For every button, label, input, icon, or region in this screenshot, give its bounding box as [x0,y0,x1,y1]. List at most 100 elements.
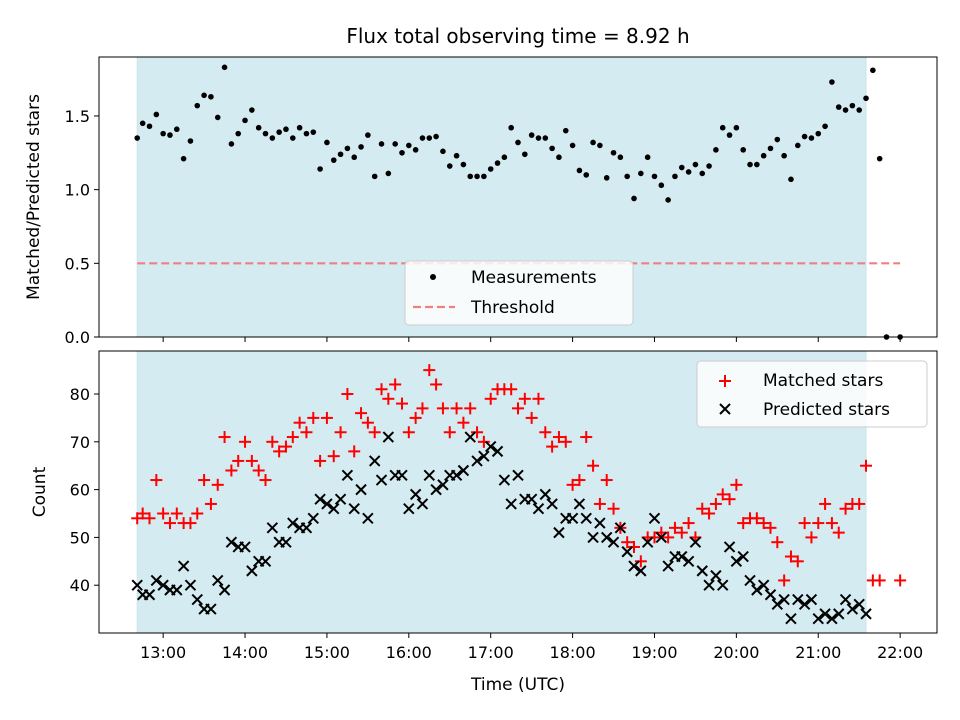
matched-star-point [430,378,443,391]
predicted-star-point [580,512,592,524]
measurement-point [665,197,671,203]
matched-star-point [348,445,361,458]
matched-star-point [389,378,402,391]
predicted-star-point [812,612,824,625]
measurement-point [419,135,426,141]
matched-star-point [832,526,845,539]
predicted-star-point [737,550,749,563]
matched-star-point [709,497,722,510]
x-tick-label: 15:00 [304,643,350,662]
measurement-point [173,126,180,133]
matched-star-point [723,493,736,506]
measurement-point [801,133,808,140]
measurement-point [228,141,235,147]
predicted-star-point [757,579,770,591]
predicted-star-point [205,603,217,615]
count-legend: Matched stars Predicted stars [696,360,928,428]
ratio-y-tick-label: 1.0 [65,181,90,200]
matched-star-point [791,555,804,568]
measurement-point [528,132,535,138]
measurement-point [508,124,514,131]
predicted-star-point [259,555,272,568]
measurement-point [139,120,146,127]
matched-star-point [314,454,327,467]
matched-star-point [163,517,176,530]
ratio-marks [134,64,903,340]
predicted-star-point [744,574,756,587]
predicted-star-point [764,589,777,601]
measurement-point [406,142,412,149]
predicted-star-point [464,431,476,443]
measurement-point [180,155,187,162]
predicted-star-point [498,474,511,486]
ratio-y-label: Matched/Predicted stars [24,94,44,300]
matched-star-point [382,392,395,405]
matched-star-point [703,507,716,520]
predicted-star-point [184,579,197,591]
measurements-legend-marker [430,274,436,280]
measurement-point [358,144,364,150]
matched-star-point [825,517,838,530]
matched-star-point [259,474,272,487]
predicted-star-point [409,488,422,501]
measurement-point [829,79,835,85]
predicted-star-point [382,431,395,443]
matched-star-point [245,454,258,467]
predicted-star-point [143,589,156,601]
measurement-point [863,95,869,102]
matched-star-point [662,531,675,544]
measurement-point [719,124,726,131]
predicted-star-point [491,445,504,458]
measurement-point [481,173,487,180]
predicted-stars-series [131,431,872,625]
x-tick-label: 19:00 [631,643,677,662]
predicted-star-point [505,498,517,510]
measurement-point [754,161,760,168]
count-y-tick-label: 50 [70,528,90,547]
count-y-ticks: 40 50 60 70 80 [70,385,99,595]
predicted-star-point [362,512,374,524]
predicted-star-point [321,498,333,510]
measurement-point [501,154,508,161]
measurement-point [522,151,528,158]
x-axis-label: Time (UTC) [470,675,565,695]
predicted-star-point [819,608,831,620]
measurement-point [134,135,141,141]
predicted-star-point [846,603,859,615]
measurement-point [603,175,610,181]
matched-star-point [368,426,381,439]
measurement-point [255,124,262,131]
count-y-tick-label: 40 [70,576,90,595]
matched-star-point [546,440,559,453]
predicted-star-point [710,569,722,582]
predicted-star-point [314,493,326,505]
matched-star-point [307,411,320,424]
matched-star-point [471,426,484,439]
matched-star-point [157,507,170,520]
measurement-point [617,154,624,161]
matched-star-point [450,402,463,415]
measurement-point [330,157,337,163]
count-legend-box [696,360,928,428]
x-tick-label: 22:00 [877,643,923,662]
measurement-point [344,145,351,152]
matched-star-point [894,574,907,587]
predicted-star-point [532,503,545,515]
measurement-point [569,142,576,149]
predicted-star-point [246,565,258,577]
measurement-point [583,172,590,178]
measurement-point [290,135,296,141]
measurement-point [365,132,371,138]
matched-star-point [279,440,292,453]
predicted-star-point [826,612,838,625]
matched-star-point [580,431,593,444]
matched-star-point [320,411,333,424]
matched-star-point [423,364,436,377]
predicted-star-point [430,483,442,496]
predicted-star-point [587,531,599,544]
measurement-point [740,147,746,153]
matched-star-point [532,392,545,405]
measurement-point [658,182,665,189]
predicted-star-point [805,593,818,606]
predicted-star-point [375,474,388,486]
